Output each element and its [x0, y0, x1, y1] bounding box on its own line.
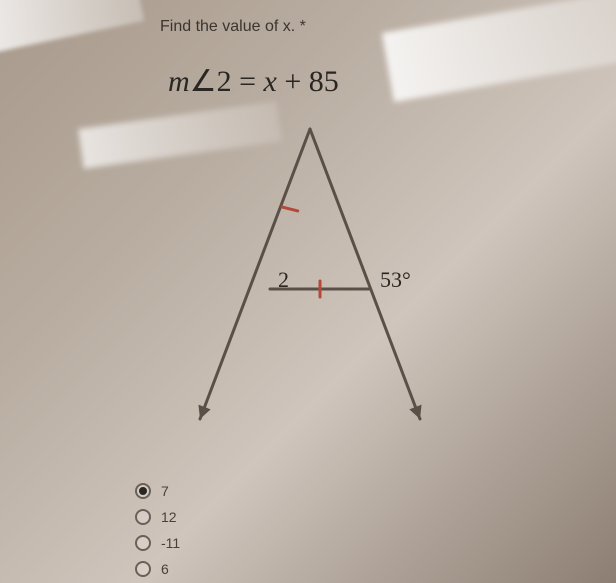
option-row[interactable]: 12 — [135, 504, 180, 530]
svg-text:53°: 53° — [380, 267, 411, 292]
equation: m∠2 = x + 85 — [160, 64, 600, 99]
triangle-diagram: 2 53° — [190, 119, 490, 439]
radio-icon[interactable] — [135, 561, 151, 577]
question-content: Find the value of x. * m∠2 = x + 85 253° — [160, 18, 600, 439]
angle-symbol: ∠ — [190, 65, 217, 98]
option-label: -11 — [161, 535, 180, 551]
glare — [0, 0, 144, 58]
option-label: 7 — [161, 483, 169, 499]
eq-equals: = — [232, 65, 264, 98]
eq-85: 85 — [309, 65, 339, 98]
radio-icon[interactable] — [135, 535, 151, 551]
answer-options: 7 12 -11 6 — [135, 478, 180, 582]
eq-x: x — [264, 65, 277, 98]
svg-text:2: 2 — [278, 267, 289, 292]
option-row[interactable]: -11 — [135, 530, 180, 556]
option-row[interactable]: 6 — [135, 556, 180, 582]
diagram-svg: 2 53° — [190, 119, 490, 439]
eq-m: m — [168, 65, 190, 98]
radio-icon[interactable] — [135, 509, 151, 525]
question-prompt: Find the value of x. * — [160, 18, 600, 36]
option-label: 6 — [161, 561, 169, 577]
radio-icon[interactable] — [135, 483, 151, 499]
eq-2: 2 — [217, 65, 232, 98]
option-row[interactable]: 7 — [135, 478, 180, 504]
eq-plus: + — [277, 65, 309, 98]
option-label: 12 — [161, 509, 177, 525]
